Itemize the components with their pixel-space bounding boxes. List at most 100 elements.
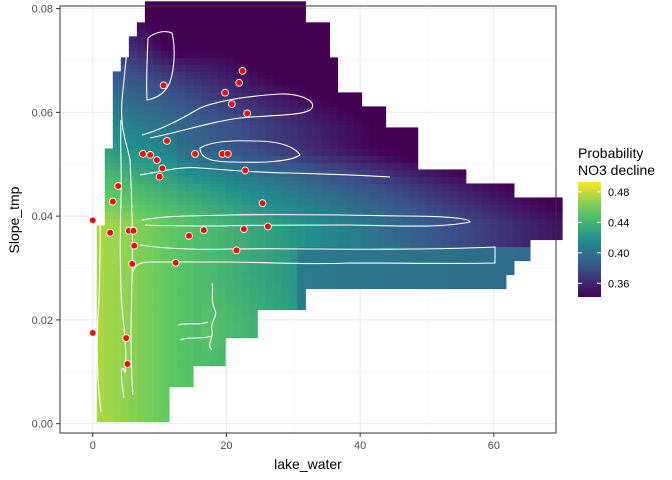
heatmap-cell: [144, 253, 154, 262]
heatmap-cell: [297, 57, 306, 65]
heatmap-cell: [136, 211, 146, 220]
heatmap-cell: [417, 253, 427, 262]
heatmap-cell: [152, 8, 162, 16]
heatmap-cell: [377, 253, 387, 262]
data-point: [139, 150, 147, 158]
heatmap-cell: [128, 309, 138, 318]
heatmap-cell: [369, 274, 379, 283]
heatmap-cell: [513, 225, 523, 234]
heatmap-cell: [521, 246, 531, 255]
heatmap-cell: [168, 267, 178, 276]
heatmap-cell: [329, 239, 339, 248]
heatmap-cell: [393, 204, 403, 213]
heatmap-cell: [112, 148, 122, 157]
heatmap-cell: [305, 134, 314, 143]
heatmap-cell: [152, 372, 162, 381]
heatmap-cell: [409, 225, 419, 234]
heatmap-cell: [393, 225, 403, 234]
heatmap-cell: [136, 253, 146, 262]
heatmap-cell: [249, 29, 258, 37]
heatmap-cell: [144, 309, 154, 318]
heatmap-cell: [233, 218, 242, 227]
heatmap-cell: [457, 176, 467, 185]
heatmap-cell: [497, 260, 507, 269]
heatmap-cell: [465, 232, 475, 241]
heatmap-cell: [120, 323, 130, 332]
heatmap-cell: [209, 85, 218, 93]
heatmap-cell: [481, 211, 491, 220]
heatmap-cell: [104, 344, 114, 353]
heatmap-cell: [313, 281, 322, 290]
heatmap-cell: [305, 92, 314, 100]
heatmap-cell: [393, 148, 403, 157]
heatmap-cell: [417, 267, 427, 276]
heatmap-cell: [465, 239, 475, 248]
heatmap-cell: [193, 337, 202, 346]
heatmap-cell: [217, 260, 226, 269]
heatmap-cell: [249, 85, 258, 93]
heatmap-cell: [152, 239, 162, 248]
heatmap-cell: [112, 134, 122, 143]
heatmap-cell: [128, 127, 138, 136]
heatmap-cell: [305, 281, 314, 290]
heatmap-cell: [217, 239, 226, 248]
heatmap-cell: [281, 211, 290, 220]
heatmap-cell: [289, 225, 298, 234]
heatmap-cell: [553, 232, 563, 241]
heatmap-cell: [249, 71, 258, 79]
heatmap-cell: [529, 204, 539, 213]
heatmap-cell: [257, 253, 266, 262]
heatmap-cell: [249, 309, 258, 318]
heatmap-cell: [249, 148, 258, 157]
heatmap-cell: [136, 29, 146, 37]
heatmap-cell: [521, 225, 531, 234]
heatmap-cell: [345, 99, 355, 107]
heatmap-cell: [281, 162, 290, 171]
heatmap-cell: [305, 50, 314, 58]
heatmap-cell: [521, 253, 531, 262]
heatmap-cell: [313, 204, 322, 213]
heatmap-cell: [337, 183, 347, 192]
heatmap-cell: [377, 106, 387, 114]
heatmap-cell: [168, 288, 178, 297]
heatmap-cell: [209, 1, 218, 9]
heatmap-cell: [281, 239, 290, 248]
heatmap-cell: [537, 204, 547, 213]
heatmap-cell: [289, 22, 298, 30]
heatmap-cell: [217, 36, 226, 44]
heatmap-cell: [425, 260, 435, 269]
heatmap-cell: [104, 253, 114, 262]
heatmap-cell: [321, 64, 330, 72]
heatmap-cell: [265, 218, 274, 227]
heatmap-cell: [168, 211, 178, 220]
heatmap-cell: [281, 295, 290, 304]
y-tick-label: 0.02: [32, 315, 53, 327]
heatmap-cell: [249, 225, 258, 234]
heatmap-cell: [481, 260, 491, 269]
heatmap-cell: [329, 204, 339, 213]
heatmap-cell: [176, 316, 186, 325]
data-point: [88, 329, 97, 337]
heatmap-cell: [265, 253, 274, 262]
heatmap-cell: [209, 260, 218, 269]
heatmap-cell: [329, 57, 339, 65]
heatmap-cell: [329, 260, 339, 269]
heatmap-cell: [233, 302, 242, 311]
heatmap-cell: [136, 274, 146, 283]
heatmap-cell: [465, 253, 475, 262]
heatmap-cell: [257, 127, 266, 136]
heatmap-cell: [241, 134, 250, 143]
heatmap-cell: [120, 379, 130, 388]
heatmap-cell: [441, 253, 451, 262]
heatmap-cell: [361, 281, 371, 290]
heatmap-cell: [193, 232, 202, 241]
heatmap-cell: [120, 246, 130, 255]
heatmap-cell: [497, 197, 507, 206]
heatmap-cell: [521, 211, 531, 220]
heatmap-cell: [345, 239, 355, 248]
heatmap-cell: [281, 99, 290, 107]
heatmap-cell: [112, 141, 122, 150]
heatmap-cell: [273, 176, 282, 185]
heatmap-cell: [273, 71, 282, 79]
heatmap-cell: [144, 71, 154, 79]
